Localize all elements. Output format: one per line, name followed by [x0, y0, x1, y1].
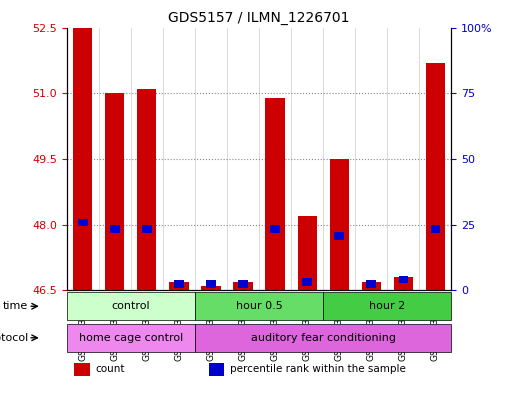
Text: protocol: protocol: [0, 333, 28, 343]
Bar: [399, 275, 408, 283]
Text: home cage control: home cage control: [78, 333, 183, 343]
Text: percentile rank within the sample: percentile rank within the sample: [230, 364, 406, 375]
Bar: [131, 28, 163, 290]
Bar: [67, 28, 98, 290]
Text: auditory fear conditioning: auditory fear conditioning: [251, 333, 396, 343]
Bar: [174, 280, 184, 288]
Bar: [227, 28, 259, 290]
Bar: [73, 28, 92, 290]
Bar: [393, 277, 413, 290]
FancyBboxPatch shape: [195, 292, 323, 320]
Bar: [302, 278, 312, 286]
Bar: [323, 28, 355, 290]
Bar: [206, 280, 216, 288]
Bar: [270, 225, 280, 233]
FancyBboxPatch shape: [67, 292, 195, 320]
Bar: [366, 280, 376, 288]
Bar: [110, 225, 120, 233]
Bar: [74, 363, 90, 376]
Bar: [387, 28, 420, 290]
Text: hour 2: hour 2: [369, 301, 405, 311]
Bar: [78, 219, 88, 226]
Bar: [209, 363, 224, 376]
Bar: [291, 28, 323, 290]
Bar: [420, 28, 451, 290]
Text: control: control: [111, 301, 150, 311]
Bar: [355, 28, 387, 290]
Bar: [238, 280, 248, 288]
Bar: [105, 93, 124, 290]
Bar: [426, 62, 445, 290]
Title: GDS5157 / ILMN_1226701: GDS5157 / ILMN_1226701: [168, 11, 350, 25]
Text: count: count: [95, 364, 125, 375]
Bar: [137, 89, 156, 290]
Text: time: time: [3, 301, 28, 311]
FancyBboxPatch shape: [323, 292, 451, 320]
Bar: [201, 286, 221, 290]
Bar: [362, 282, 381, 290]
Bar: [430, 225, 440, 233]
Bar: [259, 28, 291, 290]
Bar: [163, 28, 195, 290]
Bar: [298, 216, 317, 290]
FancyBboxPatch shape: [195, 323, 451, 352]
Bar: [195, 28, 227, 290]
FancyBboxPatch shape: [67, 323, 195, 352]
Bar: [233, 282, 252, 290]
Bar: [329, 159, 349, 290]
Text: hour 0.5: hour 0.5: [235, 301, 283, 311]
Bar: [98, 28, 131, 290]
Bar: [334, 232, 344, 240]
Bar: [142, 225, 152, 233]
Bar: [265, 97, 285, 290]
Bar: [169, 282, 189, 290]
